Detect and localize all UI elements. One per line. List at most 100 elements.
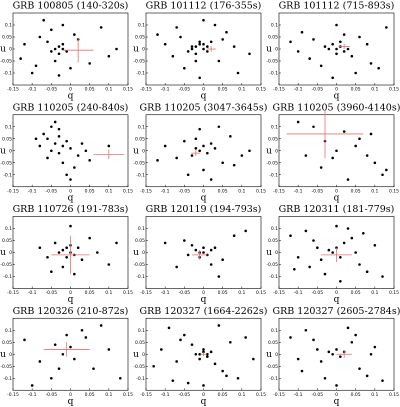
x-tick-label: 0.1 — [238, 87, 245, 93]
x-tick-label: -0.1 — [294, 392, 303, 398]
data-point — [69, 345, 72, 349]
data-point — [346, 47, 350, 51]
x-tick-label: 0.15 — [256, 392, 266, 398]
data-point — [50, 125, 53, 129]
data-point — [304, 154, 308, 157]
y-tick-label: -0.1 — [269, 172, 278, 178]
data-point — [57, 45, 61, 48]
data-point — [225, 30, 228, 34]
x-tick-label: -0.05 — [46, 290, 58, 296]
y-tick-label: 0 — [9, 352, 12, 358]
data-point — [354, 144, 357, 148]
panel-title: GRB 120327 (1664-2262s) — [140, 306, 268, 317]
data-point — [38, 246, 42, 249]
data-point — [229, 340, 232, 344]
data-point — [179, 35, 182, 39]
data-point — [73, 33, 76, 36]
data-point — [80, 142, 84, 145]
data-point — [42, 18, 45, 22]
data-point — [57, 127, 61, 131]
data-point — [213, 362, 217, 366]
data-point — [300, 30, 304, 34]
data-point — [53, 241, 57, 245]
data-point — [38, 360, 42, 363]
x-axis-label: q — [68, 92, 74, 102]
data-point — [65, 50, 68, 53]
data-point — [30, 384, 34, 387]
data-point — [369, 132, 373, 136]
y-tick-label: -0.05 — [0, 160, 12, 166]
y-tick-label: 0.05 — [268, 238, 278, 244]
data-point — [339, 40, 342, 44]
data-point — [179, 338, 182, 342]
data-point — [183, 139, 186, 143]
data-point — [57, 135, 61, 138]
data-point — [206, 50, 209, 53]
x-tick-label: -0.15 — [140, 188, 152, 194]
data-point — [377, 66, 380, 70]
y-tick-label: 0 — [275, 148, 278, 154]
y-tick-label: 0.1 — [138, 328, 145, 334]
data-point — [300, 369, 304, 373]
x-tick-label: 0.05 — [351, 392, 361, 398]
data-point — [198, 42, 201, 46]
data-point — [323, 376, 327, 380]
data-point — [88, 236, 91, 240]
data-point — [175, 265, 178, 269]
y-axis-label: u — [266, 350, 272, 360]
x-tick-label: -0.05 — [179, 392, 191, 398]
data-point — [217, 275, 221, 278]
data-point — [252, 357, 255, 361]
data-point — [175, 26, 178, 29]
y-tick-label: -0.1 — [269, 71, 278, 77]
data-point — [198, 149, 201, 153]
data-point — [358, 137, 361, 141]
data-point — [236, 376, 240, 380]
y-axis-label: u — [0, 248, 6, 258]
data-point — [57, 367, 61, 370]
data-point — [65, 139, 68, 143]
x-tick-label: 0.15 — [123, 87, 133, 93]
panel-title: GRB 110205 (240-840s) — [13, 102, 129, 113]
data-point — [107, 263, 111, 266]
y-tick-label: -0.1 — [3, 376, 12, 382]
data-point — [323, 272, 327, 276]
data-point — [171, 54, 175, 58]
x-tick-label: 0.05 — [351, 290, 361, 296]
x-tick-label: 0 — [69, 188, 72, 194]
x-tick-label: 0 — [335, 392, 338, 398]
data-point — [354, 333, 357, 337]
data-point — [167, 326, 171, 330]
data-point — [69, 178, 72, 181]
data-point — [331, 156, 334, 160]
y-tick-label: -0.1 — [3, 172, 12, 178]
data-point — [53, 142, 57, 145]
data-point — [160, 348, 163, 351]
data-point — [99, 26, 103, 29]
x-tick-label: 0.1 — [371, 87, 378, 93]
x-tick-label: -0.15 — [7, 87, 19, 93]
panel-title: GRB 110205 (3047-3645s) — [140, 102, 268, 113]
x-tick-label: 0.1 — [105, 87, 112, 93]
y-tick-label: -0.05 — [133, 364, 145, 370]
data-point — [365, 270, 369, 274]
data-point — [69, 224, 72, 228]
data-point — [213, 23, 217, 27]
y-tick-label: 0.05 — [2, 35, 12, 41]
data-point — [358, 367, 361, 370]
x-tick-label: -0.15 — [140, 87, 152, 93]
y-tick-label: -0.05 — [0, 364, 12, 370]
data-point — [194, 248, 198, 252]
y-tick-label: 0.05 — [135, 238, 145, 244]
y-tick-label: -0.05 — [0, 262, 12, 268]
data-point — [206, 352, 209, 356]
data-point — [152, 364, 155, 368]
data-point — [194, 45, 198, 48]
y-axis-label: u — [133, 248, 139, 258]
x-tick-label: -0.1 — [294, 87, 303, 93]
data-point — [46, 156, 49, 160]
x-tick-label: 0 — [202, 392, 205, 398]
data-point — [57, 52, 61, 56]
y-tick-label: 0 — [275, 47, 278, 53]
data-point — [319, 360, 323, 363]
